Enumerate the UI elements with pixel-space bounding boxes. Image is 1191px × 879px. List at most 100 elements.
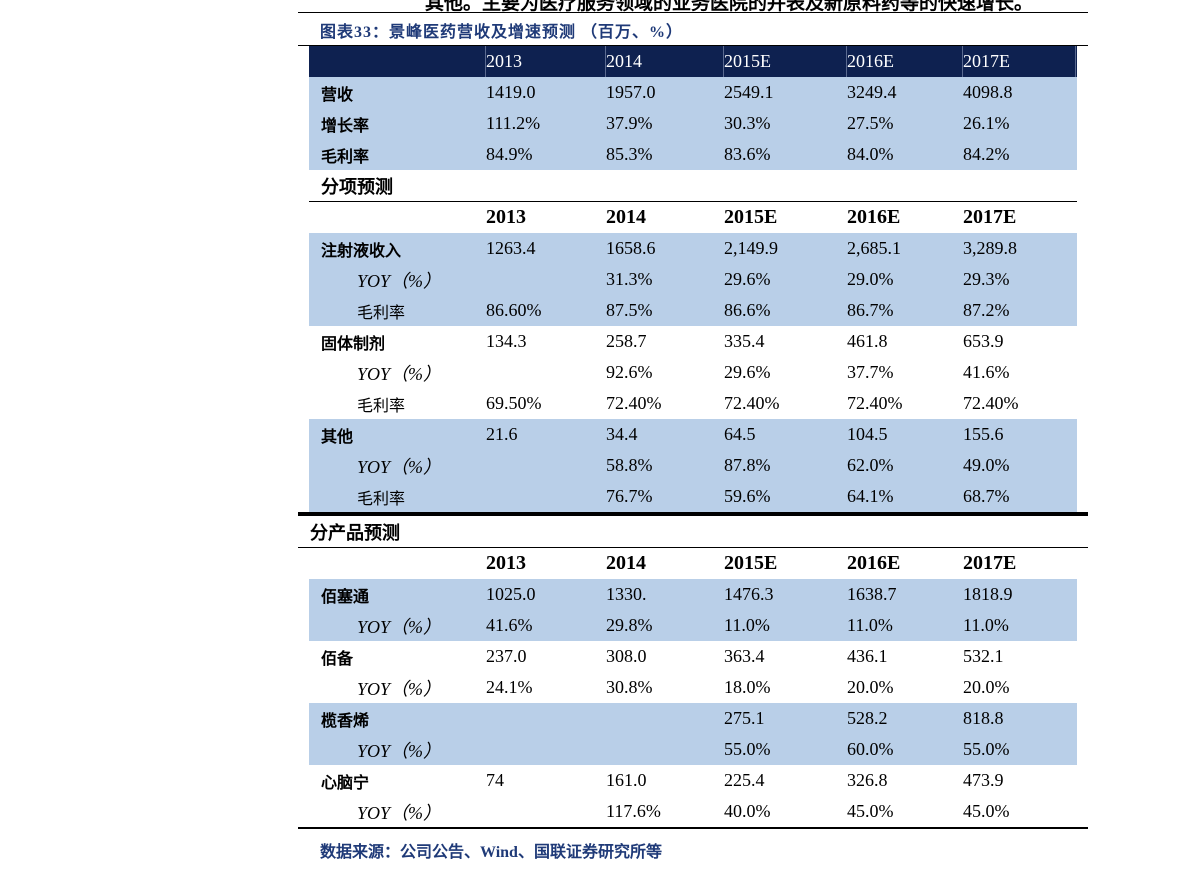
cell: 528.2 xyxy=(847,708,888,728)
cell: 20.0% xyxy=(963,677,1010,697)
header-cell: 2016E xyxy=(847,46,963,77)
table-row: 固体制剂 134.3 258.7 335.4 461.8 653.9 xyxy=(309,326,1077,357)
header-cell: 2013 xyxy=(486,46,606,77)
cell: 55.0% xyxy=(963,739,1010,759)
table-title: 图表33：景峰医药营收及增速预测 （百万、%） xyxy=(320,24,684,41)
cell: 34.4 xyxy=(606,424,638,444)
table-row: 注射液收入 1263.4 1658.6 2,149.9 2,685.1 3,289.8 xyxy=(309,233,1077,264)
row-label: YOY（%） xyxy=(357,616,442,637)
cell: 225.4 xyxy=(724,770,765,790)
cell: 85.3% xyxy=(606,144,653,164)
cell: 30.8% xyxy=(606,677,653,697)
table-row: 增长率 111.2% 37.9% 30.3% 27.5% 26.1% xyxy=(309,108,1077,139)
table-row: YOY（%） 58.8% 87.8% 62.0% 49.0% xyxy=(309,450,1077,481)
header-cell: 2014 xyxy=(606,206,646,228)
cell: 1025.0 xyxy=(486,584,536,604)
row-group: 毛利率 84.9% 85.3% 83.6% 84.0% 84.2% xyxy=(309,139,1077,170)
intro-text: 其他。主要为医疗服务领域的业务医院的并表及新原料药等的快速增长。 xyxy=(425,0,1034,14)
cell: 87.5% xyxy=(606,300,653,320)
cell: 92.6% xyxy=(606,362,653,382)
cell: 83.6% xyxy=(724,144,771,164)
cell: 64.1% xyxy=(847,486,894,506)
row-group: 心脑宁 74 161.0 225.4 326.8 473.9 YOY（%） 117.6% 40.… xyxy=(309,765,1077,827)
cell: 104.5 xyxy=(847,424,888,444)
row-label: 毛利率 xyxy=(357,488,406,508)
header-cell: 2017E xyxy=(963,206,1017,228)
row-group: 营收 1419.0 1957.0 2549.1 3249.4 4098.8 xyxy=(309,77,1077,108)
cell: 84.2% xyxy=(963,144,1010,164)
cell: 60.0% xyxy=(847,739,894,759)
header-cell: 2014 xyxy=(606,552,646,574)
table-row: 其他 21.6 34.4 64.5 104.5 155.6 xyxy=(309,419,1077,450)
table-row: YOY（%） 92.6% 29.6% 37.7% 41.6% xyxy=(309,357,1077,388)
cell: 41.6% xyxy=(963,362,1010,382)
row-label: YOY（%） xyxy=(357,678,442,699)
row-label: 增长率 xyxy=(321,115,370,135)
cell: 436.1 xyxy=(847,646,888,666)
cell: 31.3% xyxy=(606,269,653,289)
rule xyxy=(298,827,1088,829)
table-row: 佰备 237.0 308.0 363.4 436.1 532.1 xyxy=(309,641,1077,672)
cell: 87.2% xyxy=(963,300,1010,320)
row-label: YOY（%） xyxy=(357,740,442,761)
cell: 26.1% xyxy=(963,113,1010,133)
cell: 29.0% xyxy=(847,269,894,289)
cell: 2549.1 xyxy=(724,82,774,102)
cell: 21.6 xyxy=(486,424,518,444)
cell: 461.8 xyxy=(847,331,888,351)
table-row: YOY（%） 55.0% 60.0% 55.0% xyxy=(309,734,1077,765)
cell: 24.1% xyxy=(486,677,533,697)
header-cell: 2016E xyxy=(847,206,901,228)
section-title: 分产品预测 xyxy=(298,514,1088,548)
header-cell xyxy=(309,46,486,77)
cell: 87.8% xyxy=(724,455,771,475)
cell: 3249.4 xyxy=(847,82,897,102)
cell: 258.7 xyxy=(606,331,647,351)
cell: 76.7% xyxy=(606,486,653,506)
cell: 29.3% xyxy=(963,269,1010,289)
cell: 84.9% xyxy=(486,144,533,164)
cell: 45.0% xyxy=(963,801,1010,821)
row-label: 注射液收入 xyxy=(321,240,402,260)
cell: 58.8% xyxy=(606,455,653,475)
row-label: 佰塞通 xyxy=(321,586,370,606)
row-group: 佰塞通 1025.0 1330. 1476.3 1638.7 1818.9 YOY（%） 41… xyxy=(309,579,1077,641)
cell: 11.0% xyxy=(847,615,893,635)
cell: 68.7% xyxy=(963,486,1010,506)
cell: 29.6% xyxy=(724,362,771,382)
row-label: YOY（%） xyxy=(357,802,442,823)
row-label: 固体制剂 xyxy=(321,333,386,353)
header-row: 2013 2014 2015E 2016E 2017E xyxy=(309,202,1077,233)
row-label: 毛利率 xyxy=(357,302,406,322)
cell: 37.7% xyxy=(847,362,894,382)
table-row: 毛利率 76.7% 59.6% 64.1% 68.7% xyxy=(309,481,1077,512)
cell: 111.2% xyxy=(486,113,541,133)
header-cell: 2017E xyxy=(963,552,1017,574)
cell: 275.1 xyxy=(724,708,765,728)
row-label: 毛利率 xyxy=(321,146,370,166)
rule xyxy=(298,12,1088,13)
cell: 40.0% xyxy=(724,801,771,821)
cell: 1818.9 xyxy=(963,584,1013,604)
row-group: 佰备 237.0 308.0 363.4 436.1 532.1 YOY（%） 24.1% 30… xyxy=(309,641,1077,703)
cell: 49.0% xyxy=(963,455,1010,475)
cell: 155.6 xyxy=(963,424,1004,444)
cell: 134.3 xyxy=(486,331,527,351)
row-label: YOY（%） xyxy=(357,456,442,477)
row-group: 注射液收入 1263.4 1658.6 2,149.9 2,685.1 3,289.8 YO… xyxy=(309,233,1077,326)
cell: 1330. xyxy=(606,584,647,604)
cell: 18.0% xyxy=(724,677,771,697)
table-row: YOY（%） 41.6% 29.8% 11.0% 11.0% 11.0% xyxy=(309,610,1077,641)
cell: 62.0% xyxy=(847,455,894,475)
table-row: YOY（%） 24.1% 30.8% 18.0% 20.0% 20.0% xyxy=(309,672,1077,703)
table-row: YOY（%） 117.6% 40.0% 45.0% 45.0% xyxy=(309,796,1077,827)
cell: 1957.0 xyxy=(606,82,656,102)
row-label: 榄香烯 xyxy=(321,710,370,730)
table: 2013 2014 2015E 2016E 2017E 营收 1419.0 1957.0 254… xyxy=(298,45,1088,829)
cell: 41.6% xyxy=(486,615,533,635)
cell: 1476.3 xyxy=(724,584,774,604)
row-label: YOY（%） xyxy=(357,270,442,291)
cell: 11.0% xyxy=(963,615,1009,635)
cell: 1658.6 xyxy=(606,238,656,258)
